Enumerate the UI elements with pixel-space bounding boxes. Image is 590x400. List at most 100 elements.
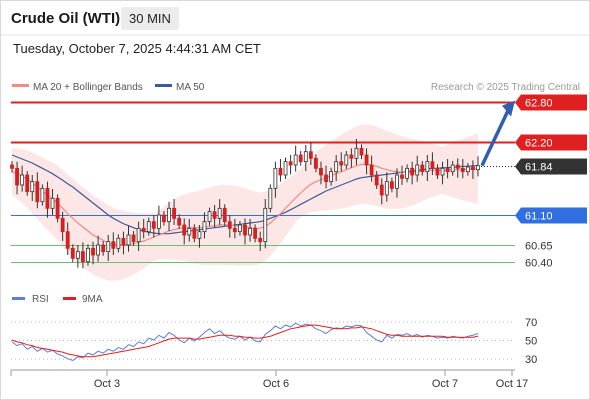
- candle-body-up: [395, 174, 399, 189]
- candle: [471, 160, 475, 179]
- candle: [212, 205, 217, 228]
- candle-body-down: [379, 184, 384, 196]
- candle-body-down: [10, 164, 14, 169]
- candle-body-up: [75, 251, 80, 259]
- candle-body-down: [364, 154, 369, 166]
- candle-body-down: [253, 227, 258, 239]
- candle: [435, 164, 440, 179]
- candle: [425, 155, 430, 181]
- rsi-swatch: [12, 297, 25, 300]
- candle-body-up: [303, 151, 308, 163]
- candle: [217, 199, 222, 225]
- candle-body-down: [177, 217, 182, 226]
- candle: [227, 215, 232, 238]
- timestamp: Tuesday, October 7, 2025 4:44:31 AM CET: [13, 41, 261, 56]
- candle: [202, 212, 207, 239]
- price-tag-61.84: 61.84: [515, 158, 587, 175]
- candle-body-down: [349, 154, 354, 159]
- candle: [273, 161, 278, 198]
- candle: [35, 172, 40, 209]
- candle: [369, 155, 374, 182]
- candle-body-up: [167, 207, 171, 223]
- candle-body-up: [156, 214, 161, 229]
- candle: [324, 165, 328, 189]
- candle-body-down: [45, 187, 50, 209]
- candle: [91, 241, 95, 265]
- candle-body-up: [465, 166, 470, 173]
- candle-body-up: [126, 234, 131, 246]
- candle-body-down: [25, 174, 30, 193]
- candle-body-down: [339, 161, 344, 166]
- candle: [308, 142, 313, 165]
- candle: [410, 161, 415, 185]
- candle: [136, 221, 141, 251]
- candle-body-down: [455, 164, 460, 169]
- candle: [151, 215, 156, 238]
- candle: [111, 232, 116, 255]
- candle-body-down: [258, 237, 263, 243]
- candle-body-up: [136, 227, 141, 243]
- candle-body-down: [471, 166, 475, 171]
- candle: [146, 217, 151, 236]
- forecast-arrow-shaft: [480, 109, 510, 167]
- candle: [339, 152, 344, 172]
- rsi-tick-50: 50: [525, 336, 537, 348]
- candle: [384, 172, 389, 202]
- candle: [263, 199, 268, 249]
- rsi-legend: RSI 9MA: [12, 294, 103, 305]
- candle: [25, 171, 30, 196]
- candle-body-down: [460, 167, 465, 173]
- candle-body-up: [450, 164, 455, 173]
- candle-body-down: [35, 181, 40, 203]
- candle-body-up: [344, 154, 349, 166]
- candle: [344, 151, 349, 169]
- candle: [75, 245, 80, 268]
- candle-body-up: [146, 221, 151, 233]
- ma9-legend-label: 9MA: [82, 294, 103, 305]
- price-tag-62.80: 62.80: [515, 94, 587, 111]
- candle-body-down: [232, 227, 237, 233]
- candle-body-down: [420, 164, 425, 173]
- candle: [440, 161, 445, 185]
- candle-body-down: [374, 174, 379, 186]
- time-label-oct-17: Oct 17: [496, 378, 528, 390]
- candle-body-down: [314, 157, 318, 169]
- candle-body-down: [192, 227, 197, 239]
- candle-body-down: [70, 247, 75, 259]
- candle: [60, 211, 65, 241]
- level-label-60.40: 60.40: [525, 258, 553, 270]
- candle: [455, 158, 460, 178]
- ma9-line: [11, 324, 479, 358]
- candle-body-up: [405, 167, 409, 179]
- price-tag-61.10: 61.10: [515, 207, 587, 224]
- candle-body-down: [172, 207, 176, 219]
- candle: [232, 219, 237, 239]
- candle-body-up: [40, 187, 45, 203]
- candle-body-down: [445, 167, 450, 173]
- candle: [293, 145, 298, 172]
- candlesticks: [10, 139, 480, 269]
- timeframe-button[interactable]: 30 MIN: [121, 7, 179, 30]
- candle-body-down: [288, 161, 293, 166]
- candle: [207, 207, 212, 226]
- candle-body-down: [151, 221, 156, 229]
- candle: [126, 225, 131, 252]
- candle-body-up: [334, 161, 339, 173]
- candle: [389, 177, 394, 193]
- candle: [30, 175, 35, 201]
- forecast-arrow-head: [502, 100, 515, 117]
- candle: [222, 204, 227, 226]
- candle-body-down: [212, 211, 217, 219]
- candle: [50, 189, 55, 215]
- candle: [131, 231, 136, 246]
- candle-body-up: [20, 174, 25, 186]
- candle-body-down: [359, 147, 364, 156]
- candle-body-up: [268, 187, 273, 209]
- candle-body-down: [324, 174, 328, 183]
- candle-body-down: [369, 164, 374, 176]
- ma20-swatch: [12, 84, 29, 87]
- candle: [55, 194, 60, 223]
- candle: [278, 159, 283, 182]
- candle-body-down: [222, 207, 227, 223]
- level-label-60.65: 60.65: [525, 241, 553, 253]
